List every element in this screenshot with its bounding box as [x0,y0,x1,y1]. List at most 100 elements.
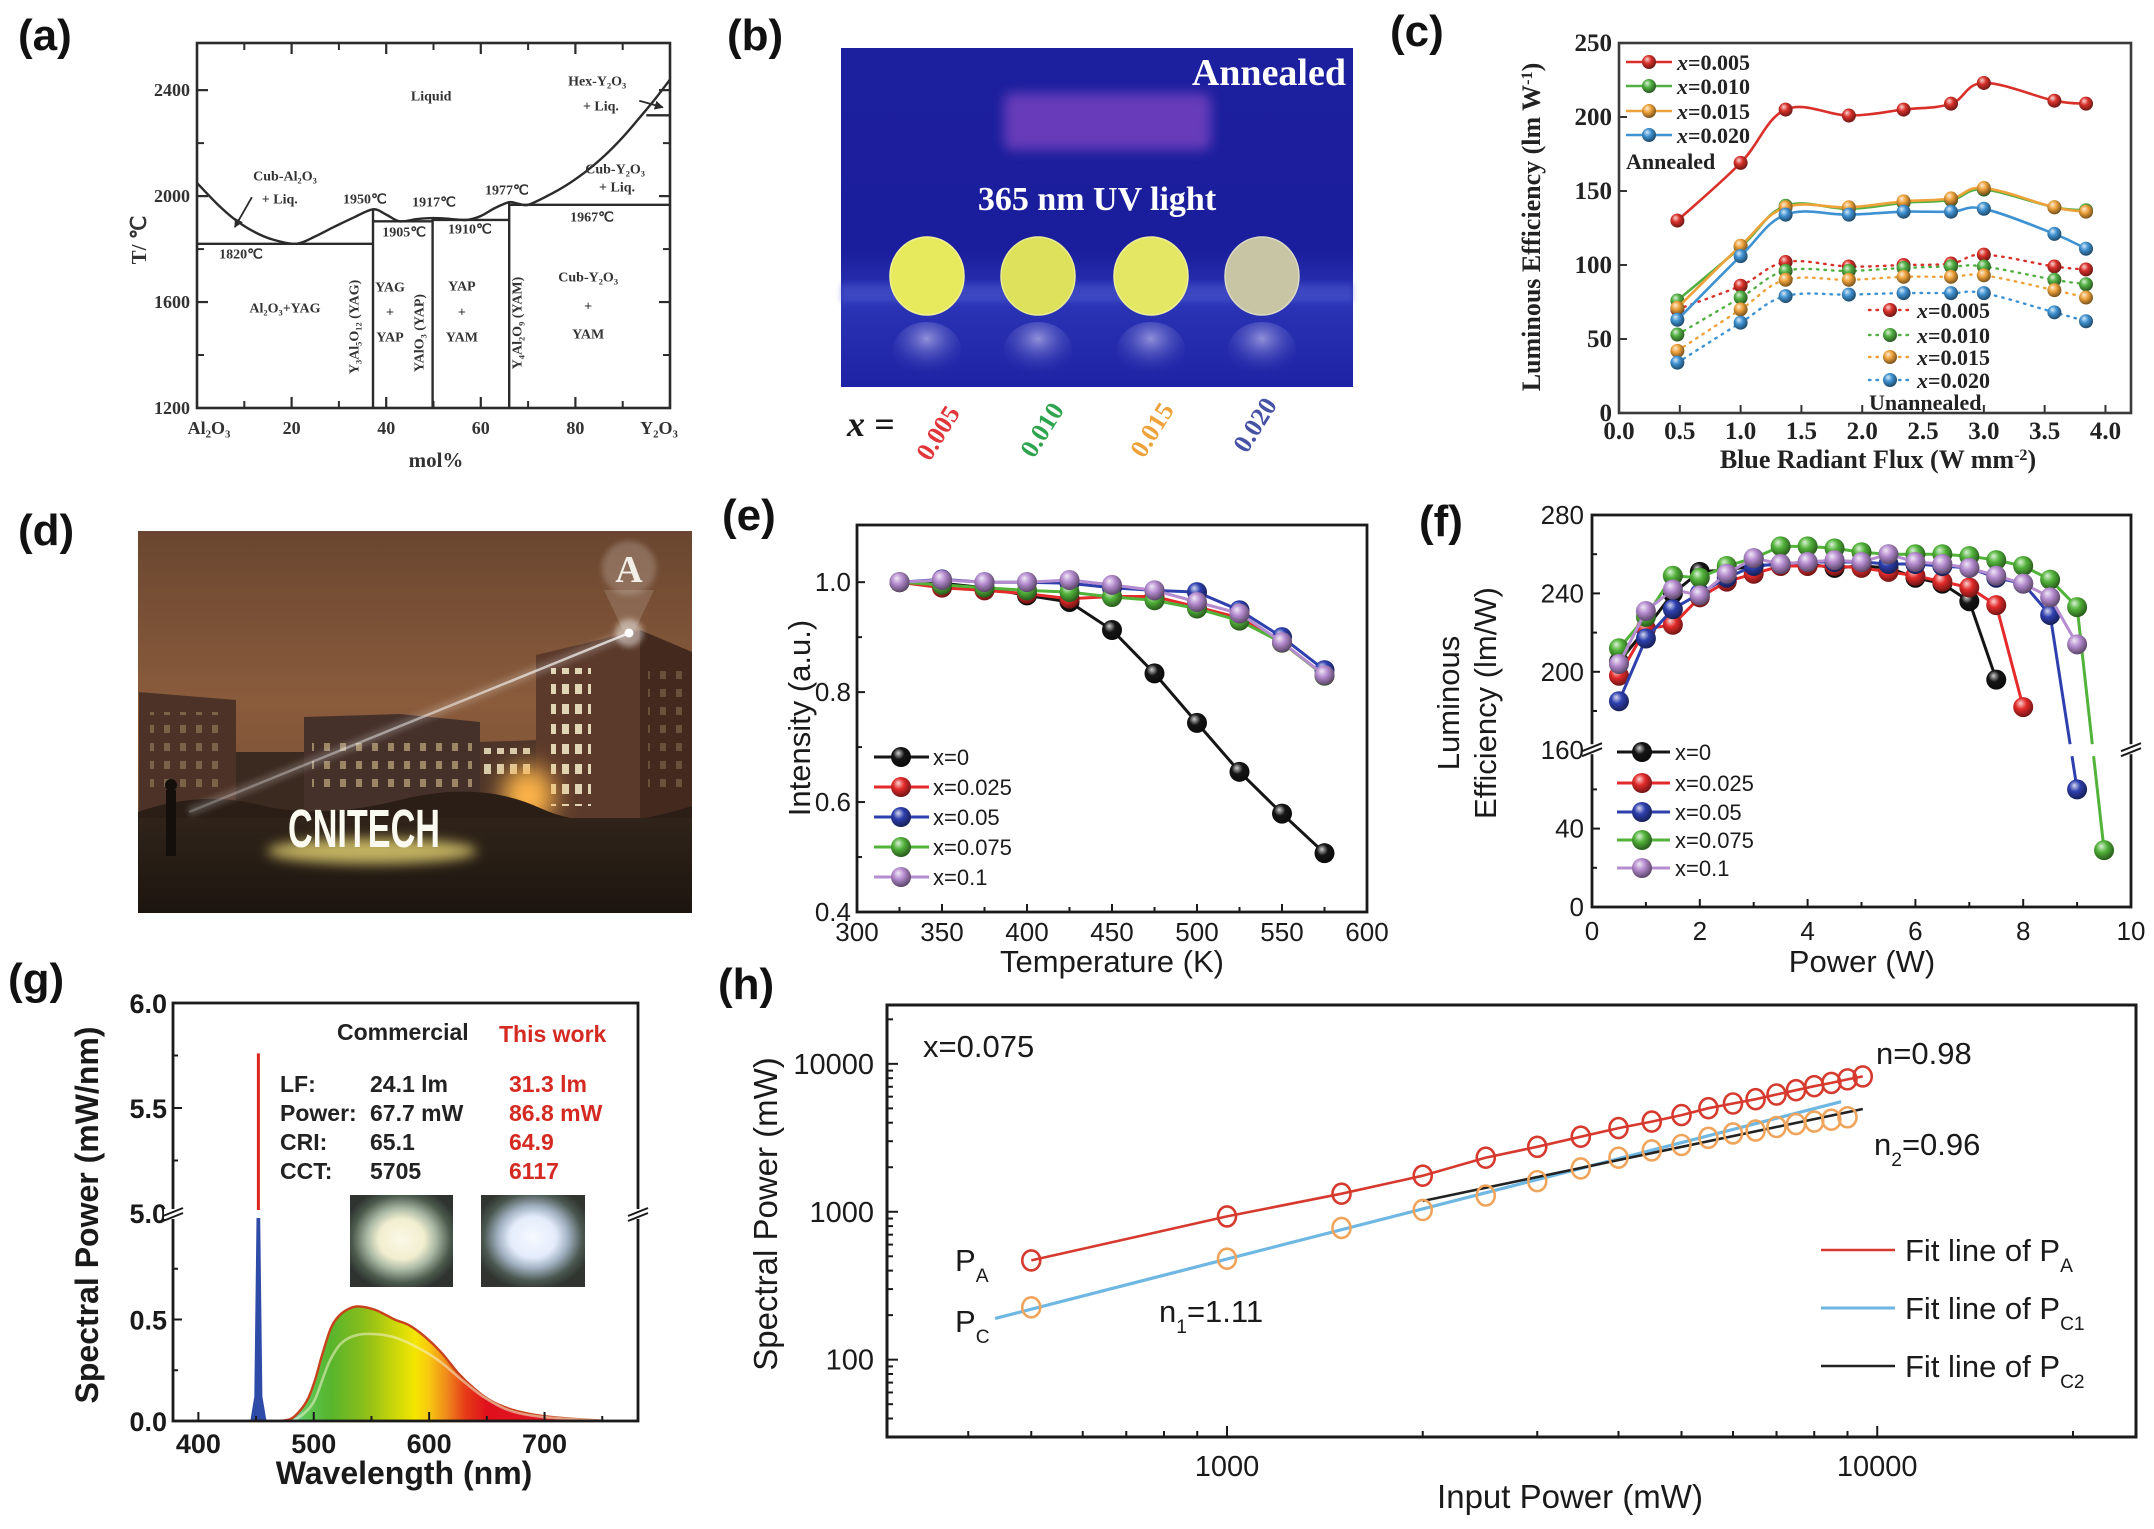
data-point [1608,691,1629,712]
legend-subscript: C1 [2060,1314,2085,1335]
y-tick-label: 280 [1541,500,1584,530]
unannealed-data-point [1896,269,1911,284]
campus-sign: CNITECH [288,799,440,859]
data-point [1766,1115,1787,1139]
text-part: Blue Radiant Flux (W mm [1720,445,2015,474]
legend-marker [1883,328,1897,342]
efficiency-power-plot: 0 2 4 6 8 10 0 40 160 200 240 280 x=0 x=0.025 x=0.05 x=… [1541,500,2146,946]
unannealed-data-point [2079,262,2094,277]
y-tick-label: 10000 [793,1049,874,1081]
hex-y2o3-arrow [639,99,664,110]
composition-value: 0.005 [910,401,966,466]
legend-label: x=0.025 [933,775,1012,800]
fit-line-pa [1031,1075,1864,1262]
composition-prefix: x = [846,404,895,444]
legend-value: =0.020 [1688,123,1750,148]
unannealed-data-point [1841,272,1856,287]
legend-label: x=0.05 [1675,800,1742,825]
text-part: -2 [2014,447,2027,464]
y-tick-label: 240 [1541,578,1584,608]
legend-variable: x [1676,99,1688,124]
table-commercial-value: 5705 [370,1158,421,1184]
panel-label-c: (c) [1390,7,1444,56]
x-tick-label: 60 [472,418,490,438]
legend-variable: x [1676,123,1688,148]
x-tick-label: 450 [1090,917,1133,947]
series-label-subscript: C [976,1327,990,1348]
panel-label-a: (a) [18,11,72,60]
x-tick-label: 2.0 [1847,418,1878,445]
data-point [1608,653,1629,674]
y-tick-label: 1.0 [815,567,851,597]
data-point [1986,595,2007,616]
ceramic-disc [1224,236,1300,316]
legend-label: Fit line of PA [1905,1233,2073,1277]
data-point [1959,591,1980,612]
series-label: PC [955,1304,990,1348]
legend-value: =0.010 [1688,74,1750,99]
axis-break-mark [2120,742,2142,753]
table-row-label: CCT: [280,1158,332,1184]
annealed-data-point [1976,75,1991,90]
plot-frame [855,523,1369,914]
annealed-data-point [1896,102,1911,117]
photo-annealed-text: Annealed [1192,52,1346,94]
axis-break-mark [2120,747,2142,758]
legend-value: =0.010 [1928,323,1990,348]
data-point [1986,550,2007,571]
x-tick-label: 8 [2016,916,2030,946]
panel-label-b: (b) [727,11,783,60]
x-tick-label: 600 [1345,917,1388,947]
data-point [1745,1119,1766,1142]
ceramic-disc [1113,236,1189,316]
x-tick-label: 1.0 [1725,418,1756,445]
annealed-data-point [1670,213,1685,228]
annealed-data-point [1896,194,1911,209]
axis-break-mark [162,1207,184,1217]
text-part: =0.98 [1893,1036,1971,1071]
composition-annotation: x=0.075 [923,1029,1034,1064]
data-point [1716,563,1737,584]
unannealed-data-point [1778,272,1793,287]
unannealed-data-point [2047,283,2062,298]
panel-label-h: (h) [718,960,774,1009]
axis-break-gap [2122,744,2140,755]
unannealed-data-point [2079,290,2094,305]
legend-group-title: Annealed [1626,149,1715,174]
unannealed-data-point [2047,259,2062,274]
axis-break-mark [1581,742,1603,753]
text-part: P [955,1304,976,1339]
x-axis-title: Temperature (K) [1000,944,1224,979]
unannealed-line [1676,253,2088,311]
legend-label: x=0.015 [1916,345,1990,370]
data-point [1570,1125,1592,1149]
data-point [2013,697,2034,718]
x-tick-label: 350 [920,917,963,947]
y-axis-title: Spectral Power (mW) [747,1057,784,1371]
unannealed-data-point [2047,305,2062,320]
data-point [1959,577,1980,598]
y-tick-label: 5.5 [129,1094,167,1124]
axis-break-mark [627,1212,649,1222]
y-tick-label: 150 [1575,178,1613,205]
legend-variable: x [1916,345,1928,370]
panel-a-phase-diagram: (a) 1200 1600 2000 2400 Al₂O₃ 20 40 60 80 Y₂O₃ Liq… [18,11,678,472]
annealed-data-point [2079,241,2094,256]
commercial-light-spot-image [350,1195,453,1287]
y-tick-label: 2400 [154,80,190,100]
annealed-data-point [2079,96,2094,111]
legend-value: =0.020 [1928,368,1990,393]
unannealed-data-point [1670,327,1685,342]
legend-marker [1883,350,1897,364]
data-point [1986,565,2007,586]
unannealed-data-point [1670,355,1685,370]
legend-variable: x [1916,298,1928,323]
panel-label-f: (f) [1419,497,1463,546]
legend-marker [1642,55,1656,69]
annealed-data-point [2047,200,2062,215]
series-pa [1020,1065,1874,1272]
annealed-data-point [1670,312,1685,327]
unannealed-data-point [2079,314,2094,329]
